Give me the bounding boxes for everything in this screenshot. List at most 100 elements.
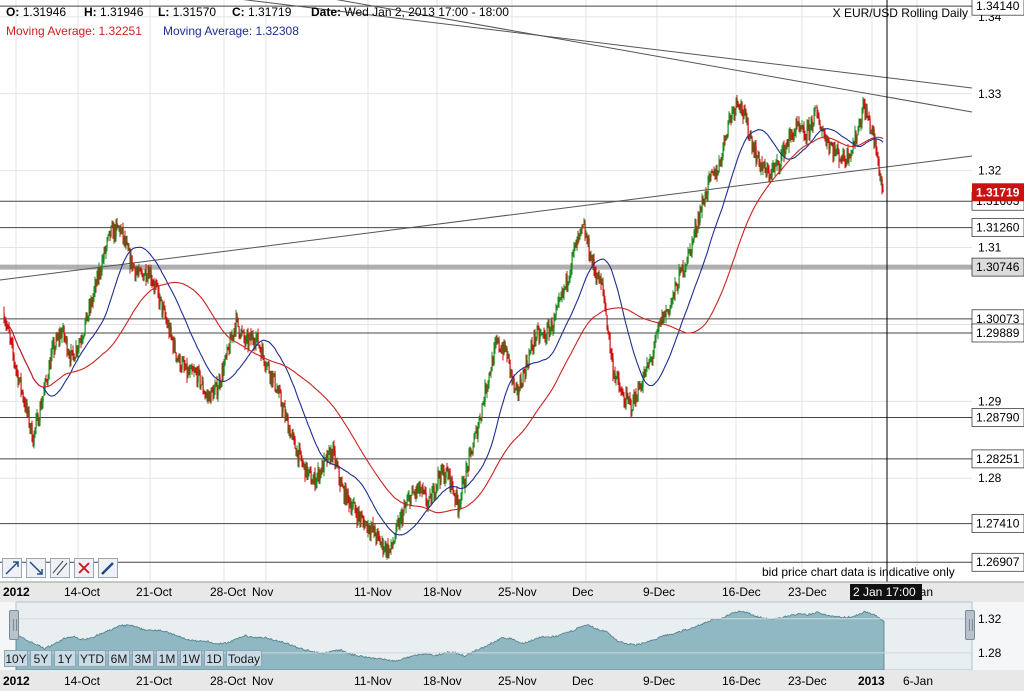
candle-body: [106, 239, 108, 247]
candle-body: [882, 189, 884, 192]
x-tick-label: 11-Nov: [354, 585, 392, 599]
candle-body: [11, 341, 13, 344]
trend-up-icon[interactable]: [2, 558, 22, 578]
range-button-1y[interactable]: 1Y: [54, 650, 76, 667]
candle-body: [148, 271, 150, 278]
candle-body: [180, 368, 182, 370]
trend-down-icon[interactable]: [26, 558, 46, 578]
candle-body: [552, 327, 554, 331]
candle-body: [490, 371, 492, 374]
candle-body: [630, 399, 632, 412]
candle-body: [738, 104, 740, 108]
candle-body: [435, 486, 437, 495]
candle-body: [701, 199, 703, 212]
candle-body: [29, 425, 31, 429]
range-button-5y[interactable]: 5Y: [30, 650, 52, 667]
candle-body: [625, 392, 627, 407]
candle-body: [588, 238, 590, 257]
candle-body: [881, 179, 883, 190]
price-line-label: 1.30746: [976, 260, 1020, 274]
candle-body: [412, 489, 414, 494]
candle-body: [500, 349, 502, 353]
candle-body: [613, 373, 615, 376]
moving-average-label: Moving Average: 1.32308: [163, 24, 299, 38]
candle-body: [73, 354, 75, 362]
candle-body: [766, 168, 768, 177]
candle-body: [227, 347, 229, 350]
candle-body: [460, 494, 462, 504]
range-button-3m[interactable]: 3M: [132, 650, 154, 667]
range-button-today[interactable]: Today: [226, 650, 262, 667]
candle-body: [269, 372, 271, 380]
candle-body: [68, 353, 70, 356]
delete-icon[interactable]: [74, 558, 94, 578]
candle-body: [696, 229, 698, 232]
range-button-6m[interactable]: 6M: [108, 650, 130, 667]
candle-body: [838, 151, 840, 162]
candle-body: [793, 133, 795, 141]
range-button-10y[interactable]: 10Y: [4, 650, 28, 667]
navigator-left-handle[interactable]: [9, 610, 19, 640]
candle-body: [356, 514, 358, 522]
candle-body: [496, 340, 498, 342]
candle-body: [555, 309, 557, 317]
candle-body: [85, 312, 87, 322]
price-label-box: [971, 552, 1024, 572]
candle-body: [94, 282, 96, 291]
price-line-label: 1.34140: [976, 0, 1020, 13]
candle-body: [74, 357, 76, 362]
candle-body: [112, 225, 114, 239]
channel-icon[interactable]: [50, 558, 70, 578]
candle-body: [302, 463, 304, 465]
candle-body: [147, 271, 149, 279]
candle-body: [396, 523, 398, 526]
candle-body: [60, 332, 62, 338]
range-button-1w[interactable]: 1W: [180, 650, 202, 667]
navigator-x-tick-label: 21-Oct: [136, 674, 173, 688]
pencil-icon[interactable]: [98, 558, 118, 578]
candle-body: [366, 521, 368, 532]
candle-body: [509, 359, 511, 373]
candle-body: [151, 280, 153, 283]
candle-body: [429, 494, 431, 498]
candle-body: [30, 423, 32, 429]
candle-body: [807, 123, 809, 126]
candle-body: [669, 306, 671, 314]
candle-body: [102, 259, 104, 261]
candle-body: [620, 391, 622, 393]
candle-body: [752, 146, 754, 150]
candle-body: [351, 507, 353, 512]
candle-body: [9, 333, 11, 339]
candle-body: [450, 477, 452, 488]
navigator-right-handle[interactable]: [965, 610, 975, 640]
candle-body: [579, 230, 581, 235]
candle-body: [873, 129, 875, 143]
candle-body: [539, 334, 541, 340]
candle-body: [825, 140, 827, 146]
candle-body: [420, 491, 422, 493]
candle-body: [119, 226, 121, 233]
candle-body: [787, 144, 789, 147]
candle-body: [15, 367, 17, 370]
candle-body: [458, 504, 460, 513]
candle-body: [268, 363, 270, 373]
candle-body: [129, 249, 131, 268]
candle-body: [313, 473, 315, 481]
candle-body: [265, 367, 267, 369]
range-button-1d[interactable]: 1D: [204, 650, 224, 667]
candle-body: [312, 480, 314, 484]
range-button-1m[interactable]: 1M: [156, 650, 178, 667]
candle-body: [690, 249, 692, 254]
trendline-layer: [0, 0, 973, 281]
candle-body: [775, 163, 777, 166]
candle-body: [452, 486, 454, 493]
price-line-label: 1.26907: [976, 555, 1020, 569]
candle-body: [611, 353, 613, 359]
navigator-layer[interactable]: 1.28 1.32 2012 14-Oct 21-Oct 28-Oct Nov 11-Nov 1…: [0, 601, 1024, 691]
y-tick-label: 1.29: [978, 394, 1002, 408]
candle-body: [225, 356, 227, 358]
candle-body: [131, 255, 133, 269]
range-button-ytd[interactable]: YTD: [78, 650, 106, 667]
candle-body: [621, 391, 623, 394]
crosshair-label-box: [850, 584, 922, 600]
